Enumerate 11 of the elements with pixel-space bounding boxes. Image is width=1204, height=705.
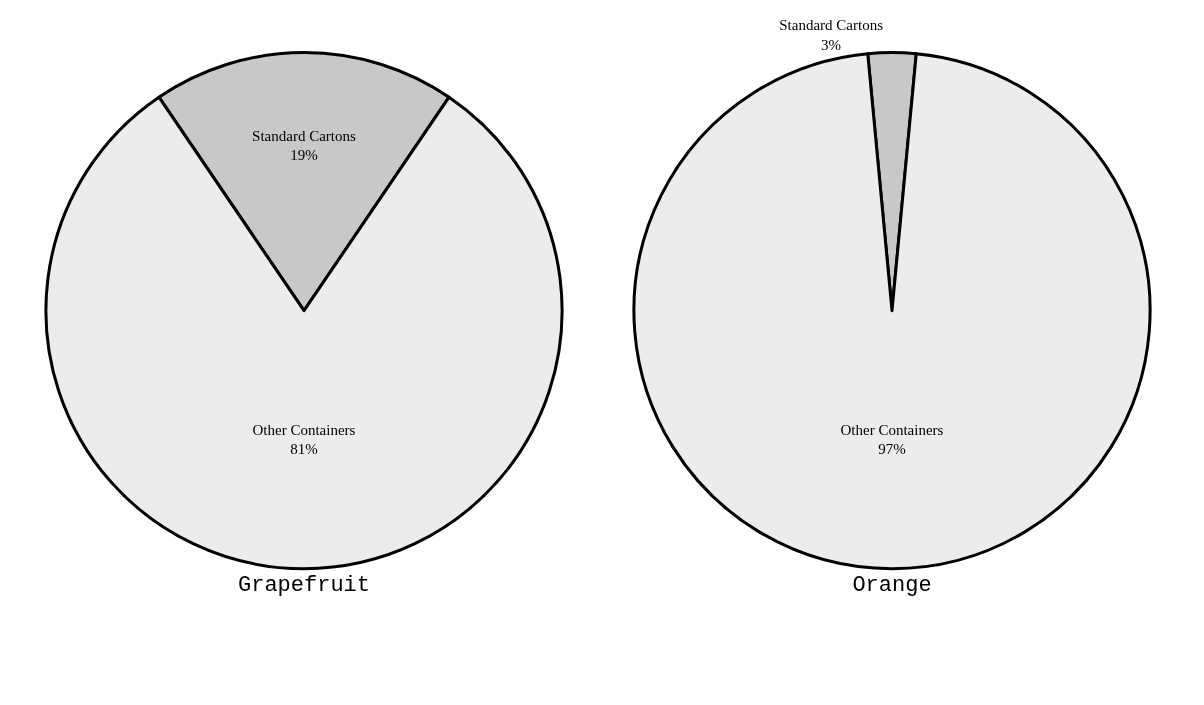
data-label: 3%: [821, 36, 842, 53]
text: Grapefruit: [237, 572, 371, 598]
pie-slice: [632, 52, 1152, 570]
data-label: 97%: [878, 441, 906, 458]
slice-label: Standard Cartons: [779, 17, 884, 34]
data-label: 81%: [290, 441, 318, 458]
slice-label: Other Containers: [252, 421, 356, 438]
data-label: 19%: [290, 147, 318, 164]
text: Orange: [852, 572, 932, 598]
slice-label: Standard Cartons: [252, 127, 356, 144]
slice-label: Other Containers: [840, 421, 944, 438]
